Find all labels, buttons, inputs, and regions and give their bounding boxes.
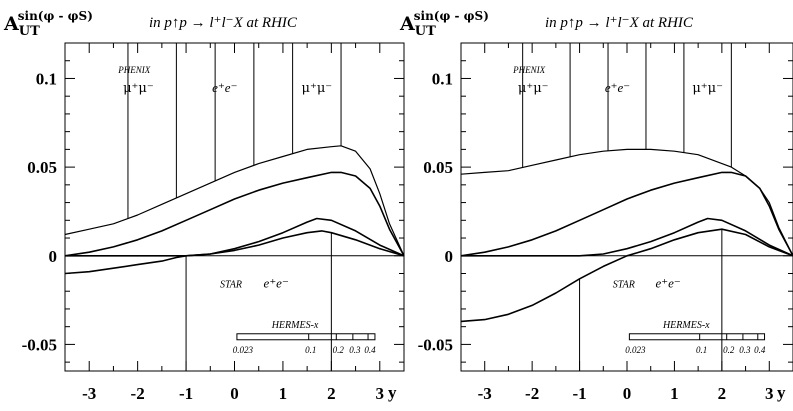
hermes-tick-label: 0.1 [696,345,707,355]
x-axis-label: y [777,383,786,402]
hermes-tick-label: 0.2 [333,345,345,355]
label-hermes: HERMES-x [271,320,319,331]
x-tick-label: -3 [82,384,96,403]
label-ee-mid: e⁺e⁻ [212,80,237,95]
x-tick-label: 2 [718,384,727,403]
label-star: STAR [220,280,242,291]
y-tick-label: 0.1 [432,69,453,88]
x-tick-label: 3 [376,384,385,403]
chart-panel-1: 0.1 0.05 0 -0.05 -3 -2 -1 0 1 2 3 y AUTsin(φ - φS) in… [3,9,405,403]
label-mumu-right: μ⁺μ⁻ [692,81,723,96]
y-tick-label: 0.05 [27,158,57,177]
y-tick-label: -0.05 [418,335,453,354]
y-tick-label: 0 [445,247,454,266]
series-line-4 [460,228,793,323]
x-tick-label: -1 [572,384,586,403]
hermes-tick-label: 0.023 [233,345,254,355]
series-line-3 [461,217,793,257]
label-phenix: PHENIX [512,65,545,75]
x-axis-label: y [388,383,397,402]
x-tick-label: 2 [327,384,336,403]
label-ee-star: e⁺e⁻ [264,276,289,291]
label-ee-mid: e⁺e⁻ [605,80,630,95]
hermes-tick-label: 0.023 [625,345,646,355]
series-line-4 [64,230,405,275]
hermes-bar [628,333,766,341]
x-tick-label: 1 [279,384,288,403]
series-line-1 [64,145,405,257]
x-tick-label: -1 [179,384,193,403]
label-star: STAR [613,280,635,291]
x-tick-label: 3 [765,384,774,403]
series-line-2 [64,171,405,257]
series-line-1 [460,148,793,257]
y-tick-label: 0.05 [423,158,453,177]
hermes-bar [236,333,376,341]
label-ee-star: e⁺e⁻ [655,276,680,291]
x-tick-label: 1 [670,384,679,403]
label-mumu-left: μ⁺μ⁻ [518,81,549,96]
chart-title: in p↑p → l⁺l⁻X at RHIC [545,15,694,31]
hermes-tick-label: 0.2 [723,345,735,355]
label-hermes: HERMES-x [662,320,710,331]
label-mumu-right: μ⁺μ⁻ [302,81,333,96]
y-tick-label: 0.1 [36,69,57,88]
x-tick-label: 0 [230,384,239,403]
x-tick-label: 0 [623,384,632,403]
hermes-tick-label: 0.3 [739,345,751,355]
hermes-tick-label: 0.4 [754,345,766,355]
y-axis-label: AUTsin(φ - φS) [3,9,93,39]
chart-panel-2: 0.1 0.05 0 -0.05 -3 -2 -1 0 1 2 3 y AUTsin(φ - φS) in… [399,9,793,403]
series-line-2 [460,171,793,257]
label-mumu-left: μ⁺μ⁻ [123,81,154,96]
x-tick-label: -2 [525,384,539,403]
label-phenix: PHENIX [117,65,150,75]
chart-title: in p↑p → l⁺l⁻X at RHIC [149,15,298,31]
hermes-tick-label: 0.1 [305,345,316,355]
hermes-tick-label: 0.4 [364,345,376,355]
y-tick-label: 0 [49,247,58,266]
series-line-3 [65,217,405,257]
x-tick-label: -3 [478,384,492,403]
y-tick-label: -0.05 [22,335,57,354]
x-tick-label: -2 [131,384,145,403]
hermes-tick-label: 0.3 [349,345,361,355]
y-axis-label: AUTsin(φ - φS) [399,9,489,39]
